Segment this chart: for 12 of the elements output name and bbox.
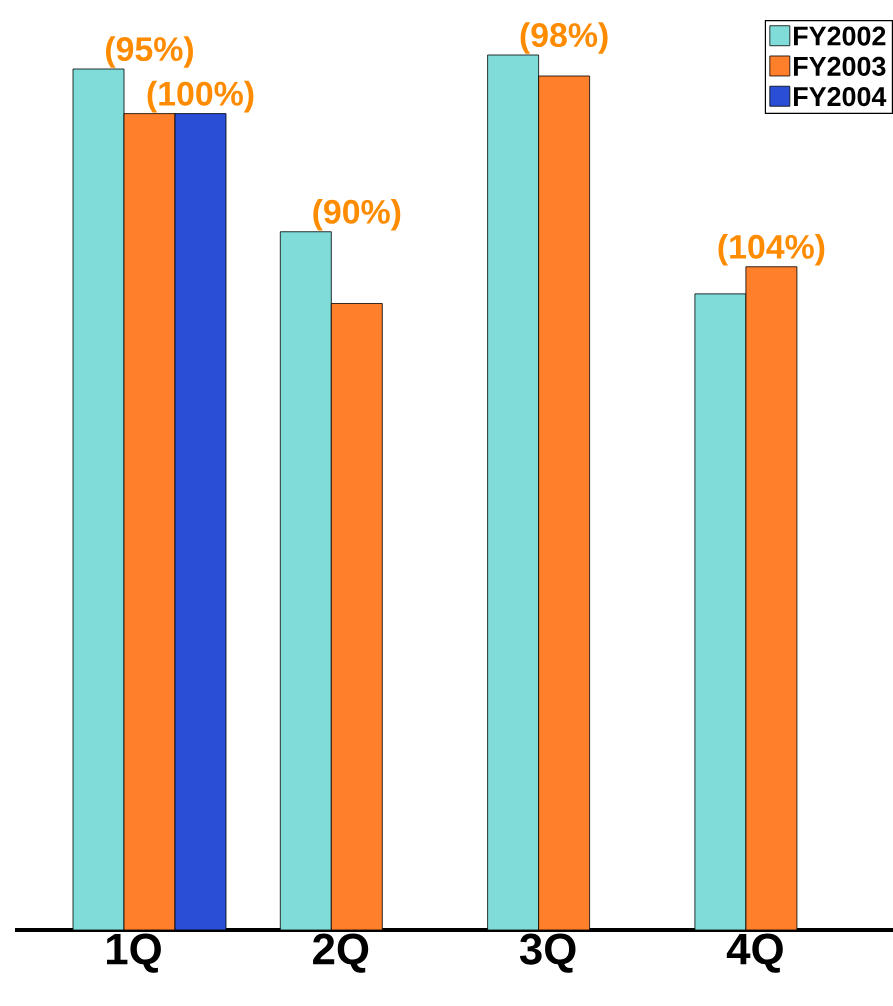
x-tick-label: 2Q bbox=[313, 933, 369, 973]
x-tick-label: 1Q bbox=[107, 933, 161, 973]
x-tick-label: 3Q bbox=[519, 933, 576, 973]
annotation: (90%) bbox=[313, 198, 401, 231]
annotation: (95%) bbox=[106, 36, 193, 68]
annotation: (104%) bbox=[718, 233, 825, 266]
annotation: (98%) bbox=[520, 22, 608, 54]
x-tick-label: 4Q bbox=[726, 933, 783, 973]
annotation: (100%) bbox=[147, 80, 254, 113]
legend-label: FY2004 bbox=[794, 87, 887, 107]
legend-label: FY2003 bbox=[794, 56, 886, 76]
legend-label: FY2002 bbox=[794, 26, 886, 46]
